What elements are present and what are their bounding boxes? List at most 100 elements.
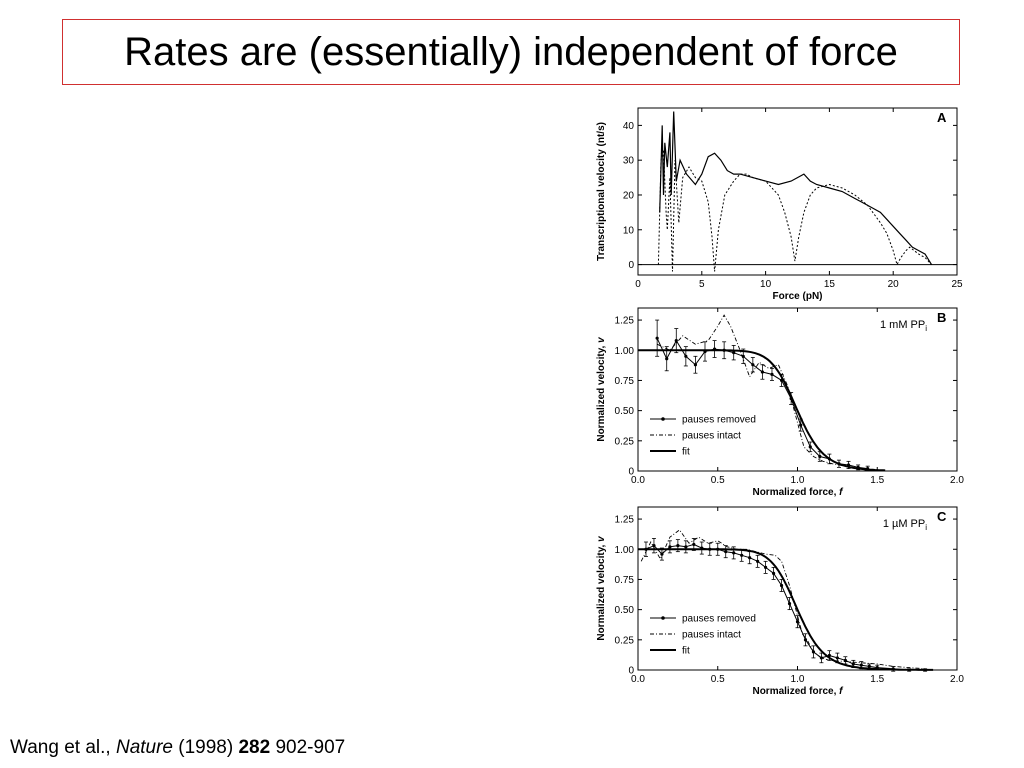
data-point <box>676 544 680 548</box>
y-tick-label: 0.50 <box>615 406 635 417</box>
x-tick-label: 1.0 <box>791 674 805 685</box>
data-point <box>652 544 656 548</box>
data-point <box>732 551 736 555</box>
y-tick-label: 0.25 <box>615 635 635 646</box>
citation-authors: Wang et al., <box>10 737 111 758</box>
series-line-solid <box>659 111 933 265</box>
x-tick-label: 20 <box>888 279 900 290</box>
data-point <box>787 601 792 606</box>
data-point <box>724 550 728 554</box>
series-line-dotted <box>657 149 932 272</box>
data-point <box>771 571 776 576</box>
series-pauses-intact-line <box>640 529 926 670</box>
legend-label: fit <box>682 447 690 458</box>
legend-label: pauses removed <box>682 614 756 625</box>
data-point <box>655 336 659 340</box>
y-tick-label: 0 <box>628 666 634 677</box>
data-point <box>692 542 696 547</box>
y-axis-label: Transcriptional velocity (nt/s) <box>596 122 607 261</box>
legend-swatch-marker <box>661 417 665 421</box>
condition-label: 1 mM PPi <box>880 319 927 333</box>
y-tick-label: 1.25 <box>615 515 635 526</box>
x-tick-label: 1.5 <box>870 475 884 486</box>
figure-panels: 0 5 10 15 20 25 0 10 20 30 40 Force (pN) Transcripti… <box>596 107 964 697</box>
x-tick-label: 1.0 <box>791 475 805 486</box>
data-point <box>665 357 669 361</box>
y-axis-label: Normalized velocity, v <box>596 336 607 442</box>
data-point <box>770 372 774 377</box>
data-point <box>867 664 871 668</box>
x-tick-label: 0.0 <box>631 475 645 486</box>
x-tick-label: 1.5 <box>870 674 884 685</box>
y-tick-label: 0 <box>628 260 634 271</box>
data-point <box>799 423 803 427</box>
data-point <box>760 370 765 374</box>
y-tick-label: 0.75 <box>615 376 635 387</box>
citation-year: (1998) <box>178 737 234 758</box>
data-point <box>674 339 678 343</box>
y-tick-label: 30 <box>623 156 635 167</box>
x-tick-label: 25 <box>951 279 963 290</box>
data-point <box>751 363 755 367</box>
y-tick-label: 1.00 <box>615 545 635 556</box>
data-point <box>684 545 688 549</box>
x-axis-label: Normalized force, f <box>752 686 844 697</box>
series-pauses-intact-line <box>656 314 870 472</box>
panel-label: A <box>937 110 947 125</box>
panel-label: C <box>937 509 947 524</box>
y-tick-label: 1.00 <box>615 346 635 357</box>
y-tick-label: 10 <box>623 225 635 236</box>
data-point <box>756 559 760 563</box>
y-tick-label: 20 <box>623 190 635 201</box>
data-point <box>668 545 672 549</box>
x-tick-label: 0.0 <box>631 674 645 685</box>
y-tick-label: 0 <box>628 467 634 478</box>
x-tick-label: 2.0 <box>950 674 964 685</box>
slide-title-box: Rates are (essentially) independent of f… <box>62 19 960 85</box>
data-point <box>818 454 822 459</box>
y-tick-label: 0.50 <box>615 605 635 616</box>
y-tick-label: 0.75 <box>615 575 635 586</box>
data-point <box>808 445 812 449</box>
chart-panel-B: 0.0 0.5 1.0 1.5 2.0 0 0.25 0.50 0.75 1.00 1.25 Norm… <box>596 307 964 498</box>
y-tick-label: 40 <box>623 121 635 132</box>
legend-label: pauses intact <box>682 630 741 641</box>
citation-pages: 902-907 <box>275 737 346 758</box>
x-axis-label: Normalized force, f <box>752 487 844 498</box>
data-point <box>764 565 768 569</box>
series-fit-line <box>638 548 934 671</box>
y-tick-label: 0.25 <box>615 436 635 447</box>
x-axis-label: Force (pN) <box>773 291 823 302</box>
series-fit-line <box>638 349 886 472</box>
data-point <box>835 656 839 660</box>
data-point <box>779 583 784 588</box>
data-point <box>851 662 855 666</box>
legend-label: fit <box>682 646 690 657</box>
x-tick-label: 15 <box>824 279 836 290</box>
slide-title: Rates are (essentially) independent of f… <box>124 30 898 74</box>
data-point <box>740 553 744 557</box>
data-point <box>684 354 688 358</box>
plot-frame <box>637 107 958 276</box>
chart-panel-C: 0.0 0.5 1.0 1.5 2.0 0 0.25 0.50 0.75 1.00 1.25 Norm… <box>596 506 964 697</box>
x-tick-label: 10 <box>760 279 772 290</box>
data-point <box>732 351 736 355</box>
chart-panel-A: 0 5 10 15 20 25 0 10 20 30 40 Force (pN) Transcripti… <box>596 107 963 302</box>
legend-swatch-marker <box>661 616 665 620</box>
x-tick-label: 5 <box>699 279 705 290</box>
data-point <box>795 620 800 624</box>
citation-volume: 282 <box>238 737 271 758</box>
citation: Wang et al., Nature (1998) 282 902-907 <box>10 737 345 759</box>
x-tick-label: 0.5 <box>711 674 725 685</box>
x-tick-label: 2.0 <box>950 475 964 486</box>
citation-journal: Nature <box>115 737 173 758</box>
legend-label: pauses removed <box>682 415 756 426</box>
condition-label: 1 µM PPi <box>883 518 927 532</box>
legend-label: pauses intact <box>682 431 741 442</box>
data-point <box>748 556 752 560</box>
panel-label: B <box>937 310 946 325</box>
y-axis-label: Normalized velocity, v <box>596 535 607 641</box>
x-tick-label: 0 <box>635 279 641 290</box>
data-point <box>859 663 863 667</box>
data-point <box>693 363 698 367</box>
